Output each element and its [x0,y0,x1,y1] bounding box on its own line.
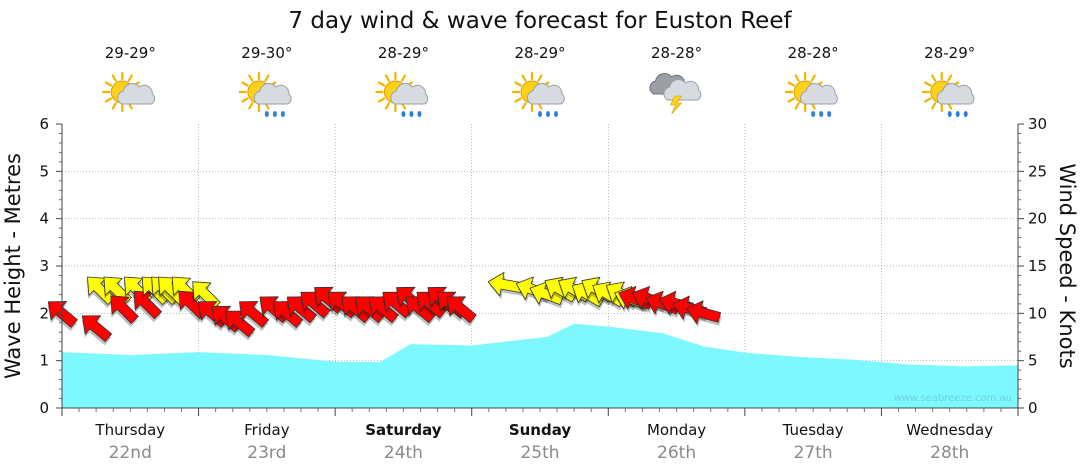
wave-height-series [62,323,1018,408]
wind-arrow [239,301,270,331]
watermark: www.seabreeze.com.au [894,393,1012,404]
y-left-tick-label: 6 [39,115,49,133]
y-left-tick-label: 2 [39,304,49,322]
day-date-label: 26th [657,443,696,463]
day-temperature: 28-29° [924,44,975,62]
y-right-tick-label: 5 [1028,352,1038,370]
sun-cloud-rain-icon [921,71,975,117]
y-right-tick-label: 0 [1028,399,1038,417]
sun-cloud-rain-icon [375,71,429,117]
wind-arrow [686,300,722,328]
right-axis: 0 5 10 15 20 25 30 [1018,115,1047,417]
day-temperature: 29-29° [105,44,156,62]
y-left-tick-label: 3 [39,257,49,275]
wind-arrow [110,295,139,327]
day-date-label: 25th [520,443,559,463]
day-name-label: Monday [647,421,706,439]
y-right-tick-label: 10 [1028,304,1047,322]
wind-arrow [81,315,112,346]
left-axis: 0 1 2 3 4 5 6 [39,115,62,417]
day-name-label: Wednesday [906,421,993,439]
y-left-axis-label: Wave Height - Metres [1,153,25,379]
day-temperature: 28-28° [651,44,702,62]
chart-title: 7 day wind & wave forecast for Euston Re… [288,8,792,34]
day-temperature: 29-30° [241,44,292,62]
day-temperature: 28-28° [788,44,839,62]
y-right-tick-label: 30 [1028,115,1047,133]
sun-cloud-icon [102,71,155,113]
day-date-label: 27th [794,443,833,463]
sun-cloud-rain-icon [238,71,292,117]
day-name-label: Thursday [94,421,165,439]
day-name-label: Tuesday [782,421,844,439]
day-forecast-headers: 29-29° 29-30° 28-29° 28-29° 28-28° 28-28° 28-2… [102,44,975,117]
y-left-tick-label: 4 [39,210,49,228]
day-temperature: 28-29° [378,44,429,62]
wind-series [47,271,722,346]
y-right-tick-label: 25 [1028,162,1047,180]
sun-cloud-rain-icon [785,71,838,117]
day-date-label: 24th [384,443,423,463]
y-left-tick-label: 5 [39,162,49,180]
y-left-tick-label: 1 [39,352,49,370]
day-name-label: Friday [244,421,290,439]
wind-arrow [446,296,477,327]
storm-cloud-icon [649,73,702,115]
y-right-axis-label: Wind Speed - Knots [1055,163,1079,368]
wind-arrow [544,276,578,306]
day-labels: Thursday 22nd Friday 23rd Saturday 24th Sunday… [61,408,1019,463]
wave-height-area [62,323,1018,408]
day-date-label: 22nd [109,443,152,463]
wind-arrow [529,281,565,309]
day-temperature: 28-29° [514,44,565,62]
day-name-label: Sunday [509,421,572,439]
y-right-tick-label: 20 [1028,210,1047,228]
sun-cloud-rain-icon [511,71,565,117]
day-date-label: 28th [930,443,969,463]
day-date-label: 23rd [247,443,286,463]
y-left-tick-label: 0 [39,399,49,417]
plot-area [47,124,1019,409]
y-right-tick-label: 15 [1028,257,1047,275]
day-name-label: Saturday [365,421,442,439]
